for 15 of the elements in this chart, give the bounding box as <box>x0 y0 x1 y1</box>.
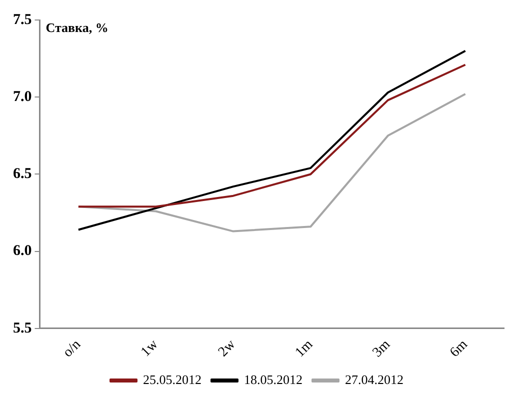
legend-label: 25.05.2012 <box>143 372 202 387</box>
y-axis-title: Ставка, % <box>46 20 108 35</box>
y-tick-label: 6.0 <box>13 243 32 260</box>
x-tick-label: 6m <box>447 337 471 360</box>
x-tick-label: 3m <box>370 337 394 360</box>
x-tick-label: 1w <box>138 336 162 360</box>
legend-label: 27.04.2012 <box>345 372 404 387</box>
y-tick-label: 6.5 <box>13 166 32 182</box>
x-tick-label: 2w <box>216 336 240 360</box>
y-tick-label: 5.5 <box>13 320 32 336</box>
x-tick-label: 1m <box>292 337 316 360</box>
x-tick-label: o/n <box>60 337 84 360</box>
legend-label: 18.05.2012 <box>244 372 302 387</box>
y-tick-label: 7.5 <box>13 12 32 28</box>
y-tick-label: 7.0 <box>13 88 32 105</box>
